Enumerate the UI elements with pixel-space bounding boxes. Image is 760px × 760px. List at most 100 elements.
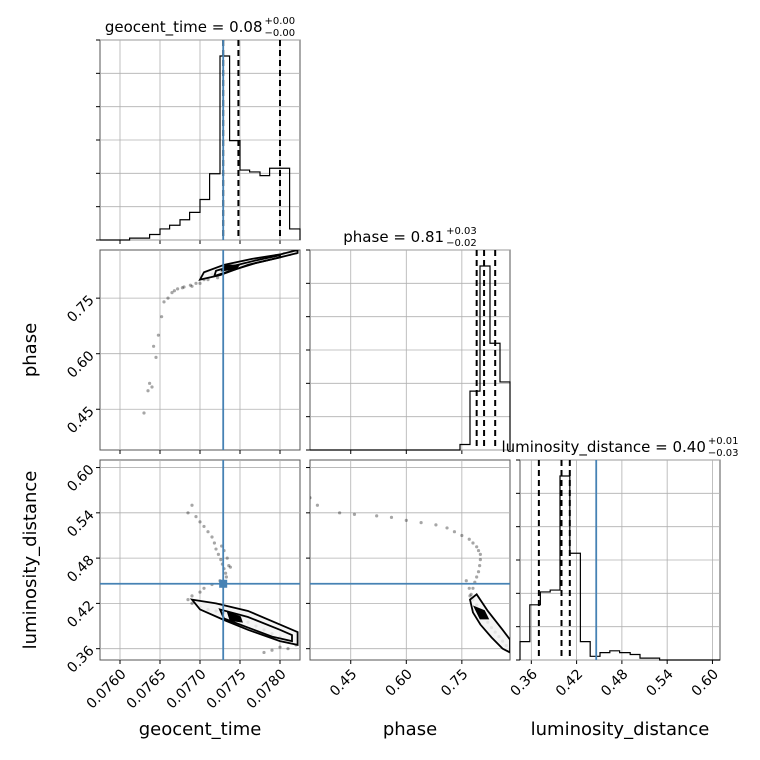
- hist-luminosity-distance: [516, 459, 721, 664]
- sample-point: [162, 300, 166, 304]
- tick-label-x: 0.0775: [204, 666, 250, 712]
- contour-line: [189, 598, 299, 647]
- panel-phase-vs-luminosity-distance-frame: [309, 459, 511, 661]
- sample-point: [224, 575, 228, 579]
- axis-label-y: phase: [20, 323, 41, 377]
- sample-point: [150, 385, 154, 389]
- truth-marker: [219, 579, 228, 588]
- sample-point: [468, 594, 472, 598]
- title-plus: +0.00: [265, 16, 296, 27]
- sample-point: [476, 548, 481, 553]
- sample-point: [471, 586, 475, 590]
- sample-point: [478, 558, 482, 562]
- sample-point: [152, 344, 156, 348]
- tick-label-x: 0.36: [508, 666, 541, 699]
- sample-point: [227, 564, 231, 568]
- sample-point: [475, 575, 479, 579]
- sample-point: [202, 586, 206, 590]
- sample-point: [148, 381, 152, 385]
- title-phase: phase = 0.81 +0.03−0.02: [343, 226, 476, 249]
- sample-point: [419, 521, 423, 525]
- sample-point: [190, 284, 194, 288]
- tick-label-y: 0.75: [64, 292, 97, 325]
- sample-point: [180, 286, 184, 290]
- tick-label-x: 0.0780: [244, 666, 290, 712]
- sample-point: [404, 518, 408, 522]
- sample-point: [471, 541, 475, 545]
- sample-point: [467, 586, 471, 590]
- panel-geocent-time-vs-luminosity-distance: [96, 459, 301, 664]
- sample-point: [214, 547, 218, 551]
- sample-point: [186, 511, 190, 515]
- contour-line: [218, 608, 293, 643]
- sample-point: [224, 571, 228, 575]
- tick-label-y: 0.45: [64, 404, 97, 437]
- title-minus: −0.00: [265, 28, 296, 39]
- tick-label-x: 0.0760: [84, 666, 130, 712]
- sample-point: [166, 296, 170, 300]
- hist-geocent-time: [96, 39, 301, 244]
- sample-point: [286, 647, 290, 651]
- sample-point: [198, 590, 202, 594]
- sample-point: [476, 570, 481, 574]
- hist-step-line: [310, 265, 511, 451]
- sample-point: [198, 520, 202, 524]
- sample-point: [190, 594, 194, 598]
- tick-label-x: 0.54: [643, 666, 676, 699]
- tick-label-x: 0.75: [438, 666, 471, 699]
- sample-point: [310, 496, 312, 500]
- sample-point: [212, 541, 216, 545]
- tick-label-x: 0.60: [383, 666, 416, 699]
- sample-point: [452, 530, 457, 534]
- sample-point: [467, 537, 471, 541]
- sample-point: [202, 524, 206, 529]
- sample-point: [270, 648, 274, 652]
- sample-point: [464, 579, 468, 583]
- sample-point: [228, 565, 232, 569]
- sample-point: [190, 601, 194, 605]
- sample-point: [146, 389, 150, 393]
- sample-point: [186, 598, 190, 602]
- sample-point: [194, 515, 198, 519]
- sample-point: [460, 533, 464, 538]
- title-main: luminosity_distance = 0.40: [501, 438, 705, 457]
- sample-point: [198, 281, 202, 285]
- axis-label-y: luminosity_distance: [20, 471, 41, 650]
- title-plus: +0.03: [446, 226, 477, 237]
- tick-label-y: 0.48: [64, 552, 97, 585]
- panel-phase-vs-luminosity-distance: [306, 459, 511, 664]
- sample-point: [389, 515, 394, 519]
- tick-label-x: 0.0765: [124, 666, 170, 712]
- contour-line: [213, 254, 281, 278]
- sample-point: [182, 285, 186, 289]
- title-luminosity-distance: luminosity_distance = 0.40 +0.01−0.03: [501, 436, 738, 459]
- sample-point: [216, 552, 220, 556]
- axis-label-x: phase: [383, 719, 437, 740]
- tick-label-y: 0.54: [64, 507, 97, 540]
- tick-label-x: 0.60: [689, 666, 722, 699]
- sample-point: [262, 650, 266, 655]
- axis-label-x: geocent_time: [139, 719, 262, 740]
- sample-point: [194, 281, 198, 285]
- sample-point: [160, 315, 164, 319]
- sample-point: [434, 523, 438, 527]
- sample-point: [210, 535, 214, 539]
- tick-label-y: 0.36: [64, 643, 97, 676]
- sample-point: [156, 333, 160, 337]
- sample-point: [172, 289, 176, 293]
- title-minus: −0.03: [708, 448, 739, 459]
- sample-point: [338, 511, 342, 515]
- sample-point: [352, 512, 357, 516]
- axis-label-x: luminosity_distance: [531, 719, 710, 740]
- panel-contents: [310, 496, 510, 654]
- tick-label-x: 0.42: [553, 666, 586, 699]
- hist-step-line: [519, 475, 720, 661]
- sample-point: [315, 503, 320, 507]
- panel-contents: [100, 460, 300, 660]
- hist-step-line: [100, 55, 301, 241]
- tick-label-x: 0.0770: [164, 666, 210, 712]
- hist-phase: [306, 249, 511, 454]
- tick-label-y: 0.60: [64, 462, 97, 495]
- sample-point: [154, 355, 158, 360]
